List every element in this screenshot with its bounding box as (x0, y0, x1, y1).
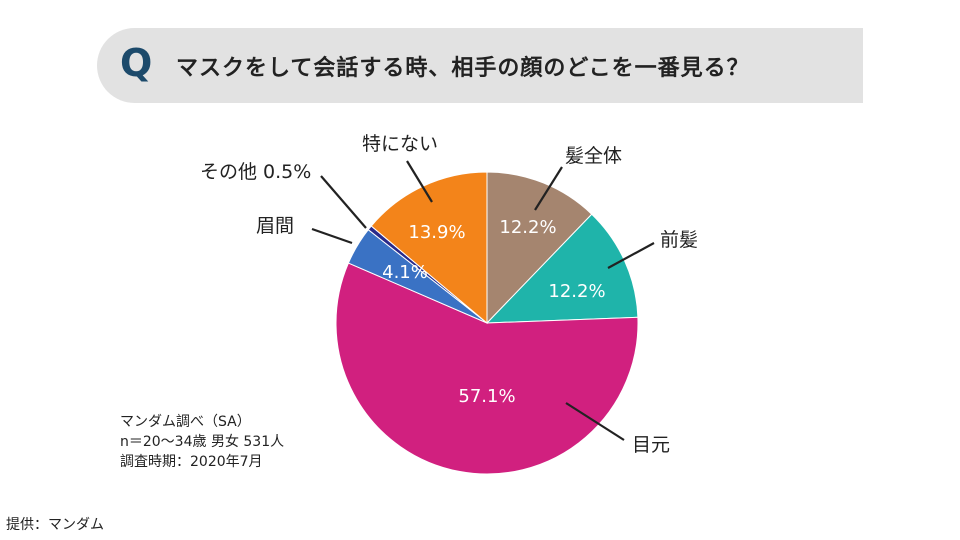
leader-line-brow (311, 227, 353, 245)
leader-line-other (320, 175, 367, 229)
callout-bangs: 前髪 (660, 229, 698, 251)
survey-note-sample: n＝20〜34歳 男女 531人 (120, 434, 285, 450)
callout-brow: 眉間 (256, 215, 294, 237)
pie-slice-bangs (485, 213, 639, 324)
survey-note-source: マンダム調べ（SA） (120, 414, 251, 430)
slice-label-bangs: 12.2% (548, 281, 605, 302)
leader-line-hair-all (534, 166, 563, 211)
pie-slice-hair-all (486, 171, 593, 325)
pie-slice-eyes (335, 262, 639, 475)
callout-other: その他 0.5% (200, 161, 311, 183)
survey-note: マンダム調べ（SA） n＝20〜34歳 男女 531人 調査時期：2020年7月 (120, 412, 284, 472)
slice-label-brow: 4.1% (382, 262, 428, 283)
survey-note-period: 調査時期：2020年7月 (120, 454, 263, 470)
question-banner (97, 28, 863, 103)
callout-eyes: 目元 (632, 434, 670, 456)
image-credit: 提供：マンダム (6, 517, 104, 533)
leader-line-nothing (406, 160, 433, 203)
slice-label-nothing: 13.9% (408, 222, 465, 243)
leader-line-bangs (607, 242, 655, 269)
callout-nothing: 特にない (362, 133, 438, 155)
leader-line-eyes (565, 402, 625, 441)
callout-hair-all: 髪全体 (565, 145, 622, 167)
slice-label-eyes: 57.1% (458, 386, 515, 407)
slice-label-hair-all: 12.2% (499, 217, 556, 238)
question-mark-label: Q (120, 41, 153, 85)
question-title: マスクをして会話する時、相手の顔のどこを一番見る？ (176, 56, 750, 81)
